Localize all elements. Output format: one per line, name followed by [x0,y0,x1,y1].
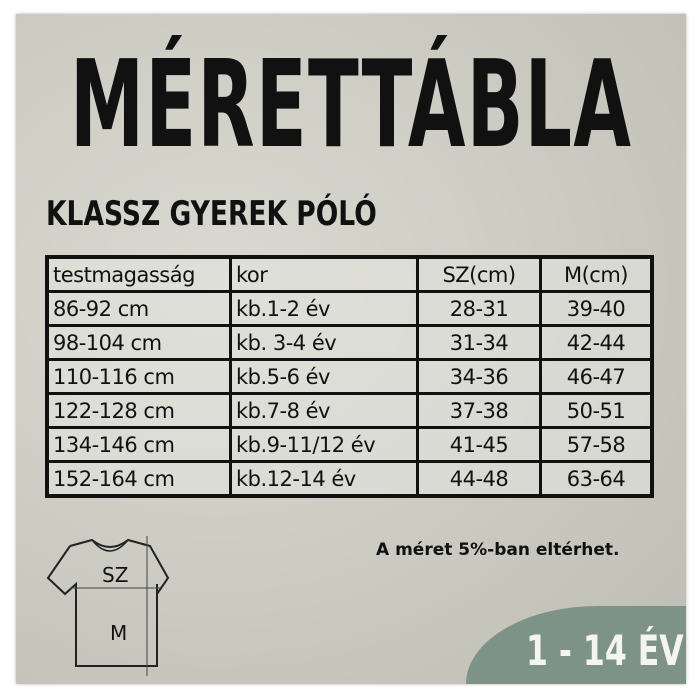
table-row: 152-164 cm kb.12-14 év 44-48 63-64 [45,460,654,498]
cell-age: kb. 3-4 év [229,324,419,361]
subtitle: KLASSZ GYEREK PÓLÓ [46,194,377,234]
cell-width: 34-36 [416,358,542,395]
table-row: 98-104 cm kb. 3-4 év 31-34 42-44 [45,324,654,361]
size-chart-card: MÉRETTÁBLA KLASSZ GYEREK PÓLÓ testmagass… [16,14,686,684]
page-title: MÉRETTÁBLA [70,36,633,175]
table-row: 134-146 cm kb.9-11/12 év 41-45 57-58 [45,426,654,463]
cell-length: 63-64 [539,460,654,498]
age-badge: 1 - 14 ÉV [526,626,684,675]
cell-age: kb.1-2 év [229,290,419,327]
cell-width: 28-31 [416,290,542,327]
cell-age: kb.7-8 év [229,392,419,429]
cell-height: 98-104 cm [45,324,232,361]
cell-length: 57-58 [539,426,654,463]
header-width: SZ(cm) [416,255,542,293]
table-row: 110-116 cm kb.5-6 év 34-36 46-47 [45,358,654,395]
cell-length: 42-44 [539,324,654,361]
length-label: M [110,621,127,645]
cell-length: 46-47 [539,358,654,395]
cell-age: kb.5-6 év [229,358,419,395]
cell-age: kb.12-14 év [229,460,419,498]
cell-height: 110-116 cm [45,358,232,395]
table-header-row: testmagasság kor SZ(cm) M(cm) [45,255,654,293]
table-row: 122-128 cm kb.7-8 év 37-38 50-51 [45,392,654,429]
cell-width: 31-34 [416,324,542,361]
cell-height: 122-128 cm [45,392,232,429]
size-table: testmagasság kor SZ(cm) M(cm) 86-92 cm kb… [45,255,654,498]
cell-height: 134-146 cm [45,426,232,463]
cell-height: 86-92 cm [45,290,232,327]
table-row: 86-92 cm kb.1-2 év 28-31 39-40 [45,290,654,327]
cell-length: 39-40 [539,290,654,327]
cell-age: kb.9-11/12 év [229,426,419,463]
header-length: M(cm) [539,255,654,293]
tshirt-diagram-icon: SZ M [46,536,170,676]
cell-width: 37-38 [416,392,542,429]
cell-width: 44-48 [416,460,542,498]
header-height: testmagasság [45,255,232,293]
cell-length: 50-51 [539,392,654,429]
cell-height: 152-164 cm [45,460,232,498]
tolerance-note: A méret 5%-ban eltérhet. [376,540,620,560]
header-age: kor [229,255,419,293]
cell-width: 41-45 [416,426,542,463]
width-label: SZ [102,563,128,587]
